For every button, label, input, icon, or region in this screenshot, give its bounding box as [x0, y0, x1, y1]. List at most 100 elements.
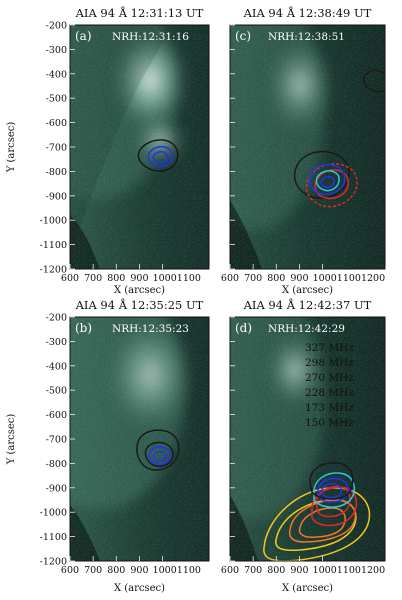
panel-d: 600 700 800 900 100011001200 AIA 94 Å 12:42:…: [221, 298, 386, 594]
y-tick-label: -400: [46, 361, 67, 372]
contour-298-mhz-inner: [320, 176, 335, 189]
panel-b-label: (b): [75, 321, 92, 335]
y-tick-label: -200: [46, 21, 67, 32]
x-tick-label: 700: [244, 565, 262, 576]
y-tick-label: -1100: [40, 532, 67, 543]
x-tick-label: 800: [107, 565, 125, 576]
panel-a-contours: [137, 139, 179, 172]
contour-327-mhz: [136, 429, 180, 471]
contour-298-mhz-inner: [152, 151, 168, 164]
x-tick-label: 600: [221, 273, 239, 284]
panel-c-ticks: 600 700 800 900 100011001200: [221, 24, 386, 284]
panel-c-image: [230, 25, 385, 269]
contour-173-mhz-inner: [298, 507, 346, 538]
legend-173-mhz: 173 MHz: [305, 402, 354, 414]
contour-150-mhz-inner: [275, 499, 357, 552]
contour-298-mhz-inner: [152, 451, 166, 463]
panel-a-title: AIA 94 Å 12:31:13 UT: [75, 6, 204, 20]
panel-d-image: [230, 317, 385, 561]
y-tick-label: -400: [46, 69, 67, 80]
x-tick-label: 800: [267, 273, 285, 284]
x-tick-label: 900: [290, 565, 308, 576]
contour-228-mhz: [305, 163, 358, 208]
x-tick-label: 700: [244, 273, 262, 284]
y-tick-label: -200: [46, 313, 67, 324]
panel-a-xlabel: X (arcsec): [114, 285, 165, 296]
y-tick-label: -1000: [40, 508, 67, 519]
x-tick-label: 10001100: [153, 565, 201, 576]
x-tick-label: 100011001200: [313, 565, 386, 576]
panel-a-nrh-time: NRH:12:31:16: [112, 31, 189, 43]
panel-c-label: (c): [235, 29, 251, 43]
x-tick-label: 600: [61, 565, 79, 576]
y-tick-label: -500: [46, 386, 67, 397]
x-tick-label: 700: [84, 565, 102, 576]
panel-c-xlabel: X (arcsec): [282, 285, 333, 296]
panel-d-ticks: 600 700 800 900 100011001200: [221, 316, 386, 576]
contour-327-mhz: [309, 462, 354, 500]
legend-270-mhz: 270 MHz: [305, 372, 354, 384]
y-tick-label: -700: [46, 143, 67, 154]
y-tick-label: -900: [46, 483, 67, 494]
y-tick-label: -800: [46, 459, 67, 470]
legend-150-mhz: 150 MHz: [305, 417, 354, 429]
y-tick-label: -1000: [40, 216, 67, 227]
panel-a-ylabel: Y (arcsec): [6, 122, 17, 174]
panel-d-label: (d): [235, 321, 252, 335]
x-tick-label: 800: [107, 273, 125, 284]
contour-298-mhz: [308, 164, 346, 196]
panel-c: 600 700 800 900 100011001200 AIA 94 Å 12:38:…: [221, 6, 386, 296]
panel-c-nrh-time: NRH:12:38:51: [268, 31, 345, 43]
panel-a-label: (a): [75, 29, 92, 43]
panel-b: 600 700 800 900 10001100 -200 -300 -400 -500 -600…: [6, 298, 210, 594]
contour-298-mhz: [317, 477, 349, 503]
y-tick-label: -500: [46, 94, 67, 105]
panel-c-title: AIA 94 Å 12:38:49 UT: [243, 6, 372, 20]
y-tick-label: -700: [46, 435, 67, 446]
panel-b-title: AIA 94 Å 12:35:25 UT: [75, 298, 204, 312]
contour-270-mhz: [315, 170, 340, 192]
x-tick-label: 900: [130, 273, 148, 284]
y-tick-label: -300: [46, 337, 67, 348]
x-tick-label: 900: [290, 273, 308, 284]
panel-b-contours: [136, 429, 180, 471]
contour-327-mhz-secondary: [363, 69, 385, 93]
contour-228-mhz-inner: [314, 169, 349, 200]
x-tick-label: 600: [221, 565, 239, 576]
y-tick-label: -1200: [40, 557, 67, 568]
x-tick-label: 10001100: [153, 273, 201, 284]
x-tick-label: 800: [267, 565, 285, 576]
panel-c-contours: [293, 69, 385, 208]
contour-173-mhz: [288, 499, 357, 543]
y-tick-label: -1100: [40, 240, 67, 251]
contour-327-mhz: [137, 139, 179, 172]
frequency-legend: 327 MHz 298 MHz 270 MHz 228 MHz 173 MHz …: [305, 342, 354, 429]
panel-b-ticks: 600 700 800 900 10001100 -200 -300 -400 -500 -600…: [40, 313, 201, 577]
legend-327-mhz: 327 MHz: [305, 342, 354, 354]
panel-b-xlabel: X (arcsec): [114, 583, 165, 594]
panel-b-nrh-time: NRH:12:35:23: [112, 323, 189, 335]
y-tick-label: -800: [46, 167, 67, 178]
x-tick-label: 900: [130, 565, 148, 576]
x-tick-label: 600: [61, 273, 79, 284]
panel-b-ylabel: Y (arcsec): [6, 414, 17, 466]
x-tick-label: 100011001200: [313, 273, 386, 284]
panel-a-ticks: 600 700 800 900 10001100 -200 -300 -400 -500 -600…: [40, 21, 201, 285]
contour-327-mhz-inner: [144, 441, 174, 468]
contour-298-mhz-inner: [321, 482, 343, 499]
contour-270-mhz: [313, 472, 356, 508]
y-tick-label: -600: [46, 410, 67, 421]
y-tick-label: -300: [46, 45, 67, 56]
y-tick-label: -600: [46, 118, 67, 129]
y-tick-label: -900: [46, 191, 67, 202]
panel-d-nrh-time: NRH:12:42:29: [268, 323, 345, 335]
panel-a: 600 700 800 900 10001100 -200 -300 -400 -500 -600…: [6, 6, 210, 296]
legend-228-mhz: 228 MHz: [305, 387, 354, 399]
panel-d-title: AIA 94 Å 12:42:37 UT: [243, 298, 372, 312]
x-tick-label: 700: [84, 273, 102, 284]
legend-298-mhz: 298 MHz: [305, 357, 354, 369]
contour-298-mhz: [148, 446, 171, 466]
contour-298-mhz: [147, 145, 173, 168]
y-tick-label: -1200: [40, 265, 67, 276]
